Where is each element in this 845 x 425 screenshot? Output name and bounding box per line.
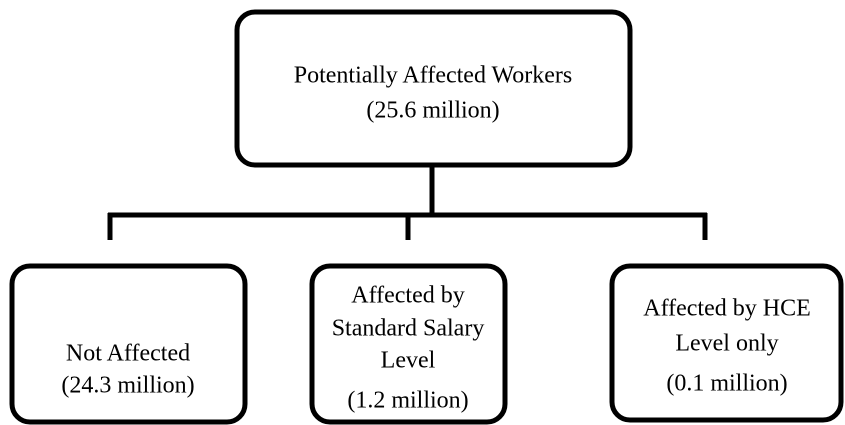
node-label: Affected by bbox=[351, 283, 465, 309]
node-label: (0.1 million) bbox=[666, 371, 787, 397]
node-label: Affected by HCE bbox=[643, 296, 811, 322]
node-label: (25.6 million) bbox=[366, 98, 499, 124]
node-label: Level bbox=[381, 348, 436, 374]
node-label: Standard Salary bbox=[332, 316, 485, 342]
node-label: Level only bbox=[675, 331, 778, 357]
node-label: Not Affected bbox=[66, 341, 190, 367]
node-box bbox=[309, 263, 508, 425]
node-box bbox=[609, 263, 844, 423]
node-label: (1.2 million) bbox=[347, 388, 468, 414]
connectors bbox=[107, 165, 708, 240]
node-box bbox=[234, 9, 633, 168]
node-label: Potentially Affected Workers bbox=[294, 63, 572, 89]
node-box bbox=[9, 263, 248, 425]
node-label: (24.3 million) bbox=[61, 373, 194, 399]
